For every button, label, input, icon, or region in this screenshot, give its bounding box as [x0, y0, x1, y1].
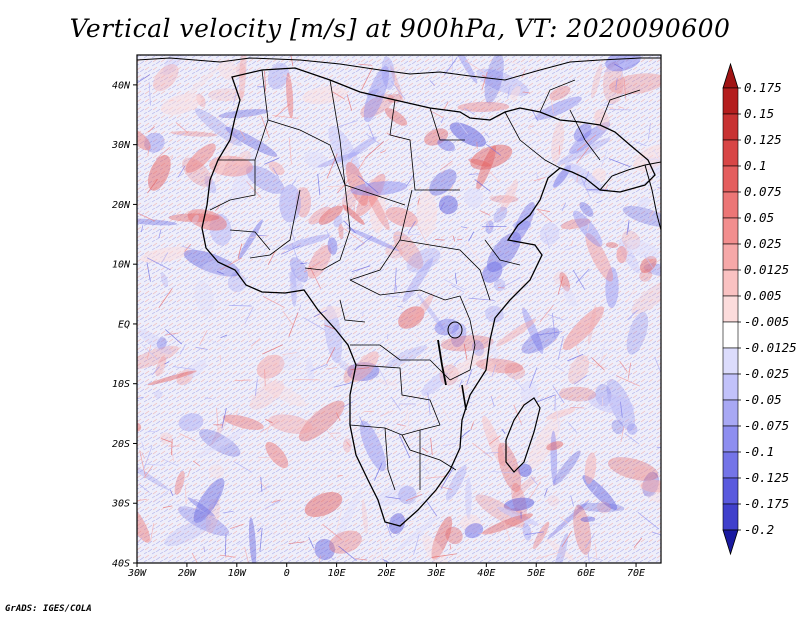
colorbar-label: -0.005 — [744, 314, 789, 329]
colorbar-swatch — [722, 347, 739, 375]
colorbar-swatch — [722, 269, 739, 297]
colorbar-label: -0.05 — [744, 392, 782, 407]
lake-victoria — [447, 321, 463, 339]
colorbar-label: 0.05 — [744, 210, 774, 225]
x-tick-label: 30E — [426, 568, 445, 579]
colorbar-label: 0.175 — [744, 80, 782, 95]
colorbar-label: -0.075 — [744, 418, 789, 433]
colorbar-bottom-arrow — [722, 529, 739, 556]
velocity-field — [137, 55, 661, 563]
colorbar-swatch — [722, 139, 739, 167]
plot-frame — [136, 54, 662, 564]
chart-title: Vertical velocity [m/s] at 900hPa, VT: 2… — [69, 14, 731, 43]
colorbar: 0.175 0.15 0.125 0.1 0.075 0.05 0.025 0.0125 0.0… — [722, 62, 797, 556]
colorbar-swatch — [722, 191, 739, 219]
y-tick-label: 20S — [112, 439, 130, 450]
x-tick-label: 20W — [178, 568, 197, 579]
x-tick-label: 20E — [377, 568, 395, 579]
coastline-india — [644, 164, 661, 231]
colorbar-swatch — [722, 243, 739, 271]
colorbar-swatch — [722, 399, 739, 427]
y-tick-label: 10S — [112, 379, 130, 390]
y-tick-label: 30N — [111, 140, 131, 151]
y-tick-label: EQ — [118, 319, 130, 330]
x-tick-label: 60E — [577, 568, 595, 579]
colorbar-label: 0.125 — [744, 132, 782, 147]
colorbar-swatch — [722, 321, 739, 349]
colorbar-label: 0.1 — [744, 158, 767, 173]
velocity-anomaly-shading — [137, 55, 661, 563]
colorbar-label: -0.125 — [744, 470, 789, 485]
colorbar-label: -0.025 — [744, 366, 789, 381]
colorbar-swatch — [722, 425, 739, 453]
colorbar-label: 0.005 — [744, 288, 782, 303]
lake-malawi — [461, 384, 467, 411]
country-borders — [209, 69, 641, 491]
colorbar-swatch — [722, 113, 739, 141]
coastline-arabian-sea — [599, 161, 661, 191]
x-tick-label: 50E — [527, 568, 545, 579]
colorbar-top-arrow — [722, 62, 739, 89]
x-tick-label: 30W — [127, 568, 147, 579]
y-tick-label: 40N — [112, 80, 131, 91]
y-tick-label: 30S — [111, 499, 130, 510]
colorbar-label: -0.2 — [744, 522, 774, 537]
colorbar-label: 0.15 — [744, 106, 774, 121]
colorbar-swatch — [722, 295, 739, 323]
colorbar-swatch — [722, 477, 739, 505]
colorbar-swatch — [722, 503, 739, 531]
y-tick-label: 20N — [112, 200, 131, 211]
colorbar-label: -0.1 — [744, 444, 774, 459]
colorbar-swatch — [722, 373, 739, 401]
colorbar-label: 0.075 — [744, 184, 782, 199]
y-tick-label: 40S — [112, 559, 130, 570]
x-tick-label: 0 — [284, 568, 290, 579]
grads-credit: GrADS: IGES/COLA — [5, 604, 92, 614]
colorbar-swatch — [722, 217, 739, 245]
x-tick-label: 10E — [328, 568, 346, 579]
colorbar-swatch — [722, 165, 739, 193]
coastline-madagascar — [505, 397, 541, 473]
colorbar-label: -0.175 — [744, 496, 789, 511]
x-tick-label: 10W — [228, 568, 247, 579]
y-tick-label: 10N — [112, 260, 131, 271]
x-tick-label: 70E — [627, 568, 645, 579]
x-axis-ticks: 30W 20W 10W 0 10E 20E 30E 40E 50E 60E 70E — [127, 563, 645, 579]
colorbar-label: 0.0125 — [744, 262, 789, 277]
coastline-africa — [201, 67, 656, 527]
lake-tanganyika — [437, 339, 447, 386]
coastline-europe — [137, 57, 661, 81]
colorbar-swatch — [722, 87, 739, 115]
x-tick-label: 40E — [477, 568, 495, 579]
colorbar-label: 0.025 — [744, 236, 782, 251]
y-axis-ticks: 40N 30N 20N 10N EQ 10S 20S 30S 40S — [111, 80, 137, 570]
colorbar-label: -0.0125 — [744, 340, 797, 355]
colorbar-swatch — [722, 451, 739, 479]
